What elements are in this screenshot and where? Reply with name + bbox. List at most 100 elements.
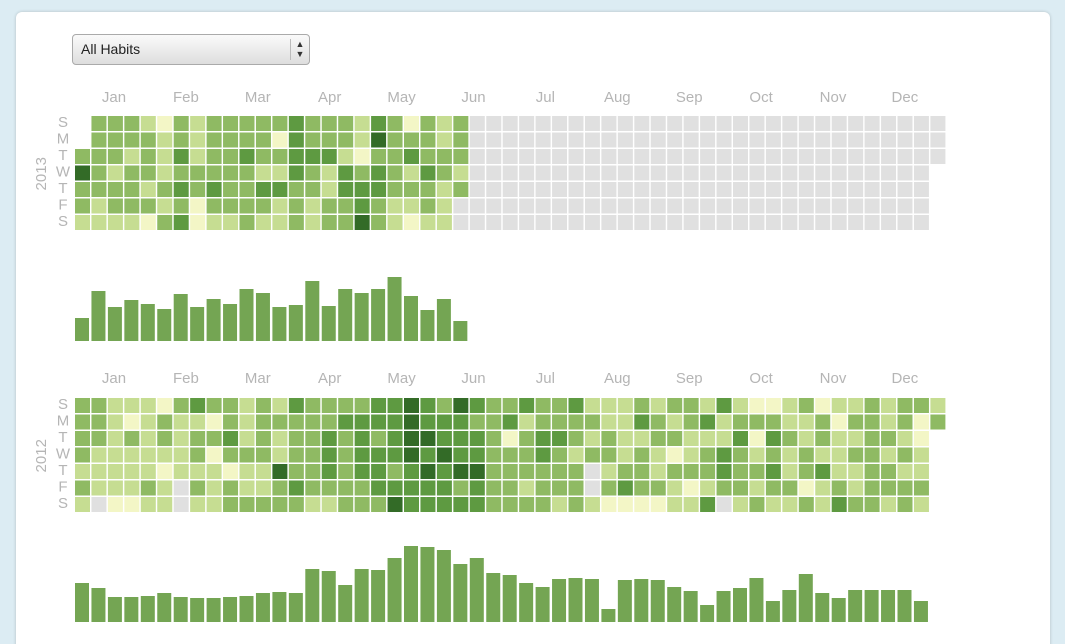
day-cell [700,132,716,148]
day-cell [667,431,683,446]
day-cell [338,149,354,164]
day-cell [173,116,189,131]
day-cell [552,497,568,512]
week-bar [272,307,287,341]
day-cell [700,198,716,214]
day-cell [650,497,666,512]
day-cell [206,198,222,214]
day-cell [881,480,897,496]
day-cell [584,198,600,214]
day-cell [913,464,929,479]
day-cell [881,398,897,413]
day-cell [749,398,765,413]
day-cell [75,464,90,479]
day-cell [683,480,699,496]
day-cell [486,215,502,230]
day-cell [782,198,798,214]
day-cell [733,414,748,430]
day-cell [255,132,271,148]
week-bar [650,580,665,622]
day-cell [420,132,436,148]
day-cell [700,480,716,496]
day-cell [848,215,864,230]
day-cell [272,464,288,479]
day-cell [634,480,650,496]
habit-select[interactable]: All Habits ▲ ▼ [72,34,310,65]
day-cell [601,497,617,512]
day-cell [765,398,781,413]
day-cell [305,149,321,164]
day-cell [815,480,831,496]
day-cell [387,215,403,230]
day-cell [420,497,436,512]
day-cell [831,431,847,446]
day-cell [683,198,699,214]
day-cell [552,116,568,131]
day-cell [519,447,535,463]
day-cell [881,198,897,214]
week-bar [749,578,764,622]
day-cell [107,497,123,512]
day-cell [173,464,189,479]
week-bar [584,579,599,622]
week-bar [107,597,122,622]
day-cell [338,132,354,148]
day-cell [387,182,403,197]
day-cell [288,464,304,479]
week-bar [782,590,797,622]
day-cell [765,447,781,463]
day-cell [272,165,288,181]
month-label: Sep [676,370,703,387]
day-cell [206,447,222,463]
day-cell [601,447,617,463]
week-bar [239,596,254,622]
day-cell [634,464,650,479]
day-cell [765,182,781,197]
day-cell [601,480,617,496]
day-cell [683,497,699,512]
day-cell [305,198,321,214]
week-bar [223,304,238,341]
day-cell [305,182,321,197]
day-cell [765,198,781,214]
day-cell [140,414,156,430]
day-cell [223,182,239,197]
day-cell [305,497,321,512]
day-cell [75,149,90,164]
day-cell [815,414,831,430]
day-cell [140,431,156,446]
day-cell [404,464,419,479]
week-bar [436,299,451,341]
day-cell [864,132,880,148]
day-cell [354,431,370,446]
week-bar [404,296,418,341]
day-cell [831,165,847,181]
day-cell [387,165,403,181]
day-cell [354,132,370,148]
day-cell [404,215,419,230]
day-cell [190,414,206,430]
week-bar [321,306,336,341]
day-cell [239,182,255,197]
day-cell [420,464,436,479]
day-cell [75,447,90,463]
day-cell [75,414,90,430]
day-cell [140,398,156,413]
day-cell [124,149,140,164]
day-cell [288,215,304,230]
day-cell [404,182,419,197]
day-cell [305,116,321,131]
day-cell [173,497,189,512]
year-label: 2012 [33,439,50,472]
day-cell [157,464,173,479]
week-bar [91,291,106,341]
day-cell [634,447,650,463]
day-cell [716,431,732,446]
day-cell [848,414,864,430]
day-cell [667,165,683,181]
day-cell [453,431,469,446]
day-cell [157,497,173,512]
day-cell [535,116,551,131]
day-cell [91,132,107,148]
